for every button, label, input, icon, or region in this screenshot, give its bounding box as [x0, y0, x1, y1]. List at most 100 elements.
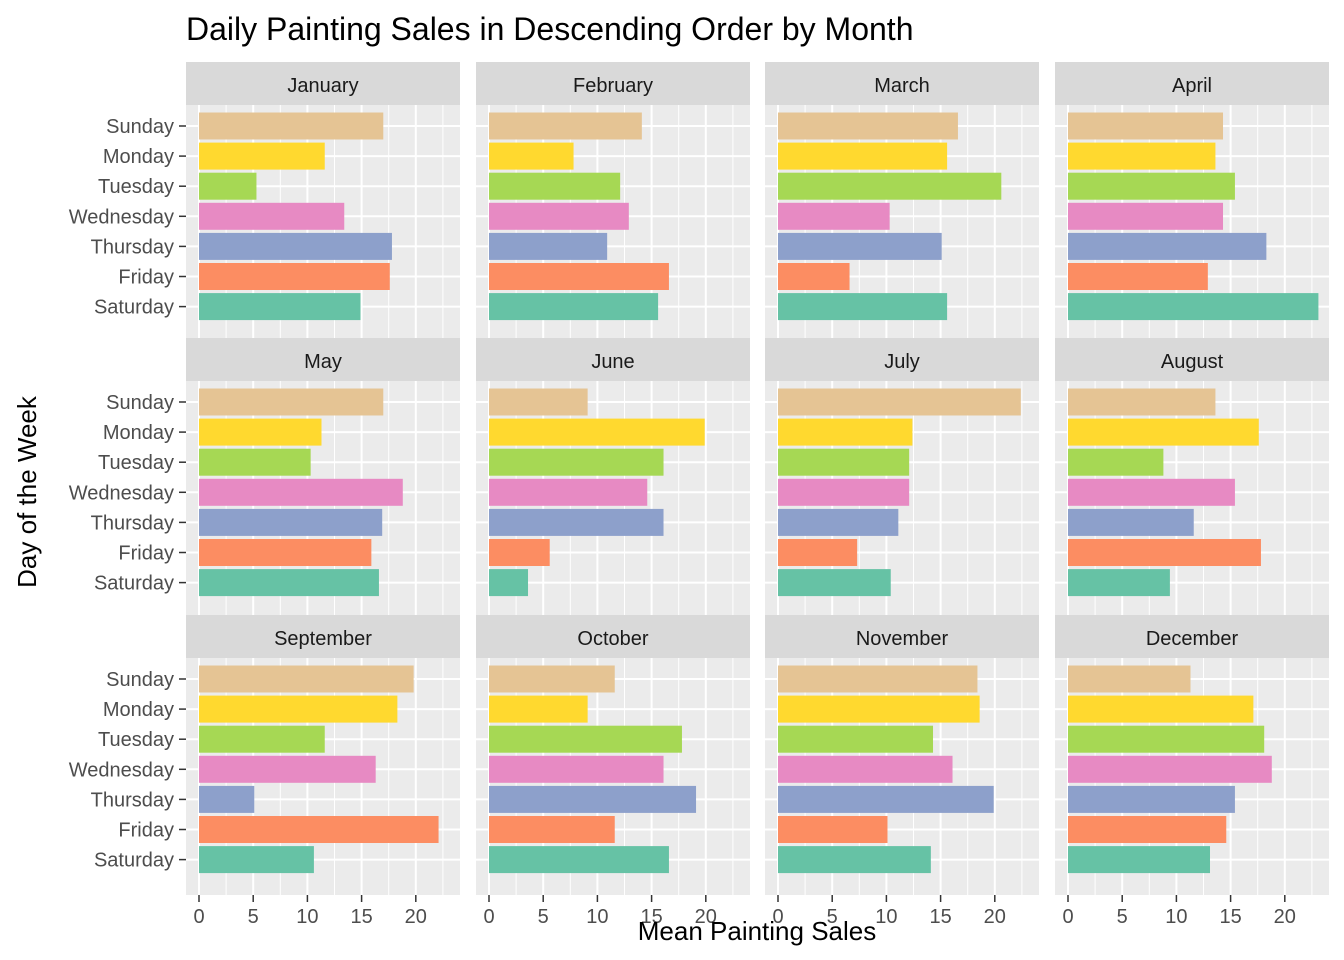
facet-strip-label: June — [591, 351, 634, 373]
facet-strip — [1055, 615, 1329, 658]
x-tick-label: 5 — [248, 906, 259, 928]
bar-saturday — [1068, 569, 1170, 597]
bar-wednesday — [778, 202, 890, 230]
bar-wednesday — [778, 478, 910, 506]
facet-strip-label: August — [1161, 351, 1224, 373]
bar-tuesday — [1068, 172, 1235, 200]
x-tick-label: 5 — [1117, 906, 1128, 928]
bar-tuesday — [778, 725, 934, 753]
facet-strip — [1055, 338, 1329, 381]
facet-strip-label: May — [304, 351, 342, 373]
x-axis-title: Mean Painting Sales — [638, 916, 876, 946]
bar-monday — [199, 142, 325, 170]
x-tick-label: 15 — [1219, 906, 1241, 928]
bar-friday — [1068, 816, 1227, 843]
bar-wednesday — [778, 755, 953, 783]
y-tick-label: Monday — [103, 699, 174, 721]
bar-friday — [1068, 263, 1208, 290]
bar-tuesday — [489, 172, 621, 200]
bar-saturday — [778, 569, 891, 597]
facet-strip-label: December — [1146, 628, 1239, 650]
facet-strip — [186, 338, 460, 381]
facet-strip — [476, 62, 750, 105]
y-tick-label: Monday — [103, 422, 174, 444]
y-tick-label: Tuesday — [98, 452, 174, 474]
y-tick-label: Thursday — [91, 789, 174, 811]
facet-strip-label: November — [856, 628, 949, 650]
bar-thursday — [489, 232, 608, 260]
bar-saturday — [199, 569, 379, 597]
bar-monday — [778, 418, 913, 446]
bar-sunday — [778, 112, 958, 140]
bar-thursday — [1068, 232, 1267, 260]
bar-sunday — [1068, 388, 1216, 416]
y-tick-label: Friday — [118, 820, 174, 842]
bar-friday — [778, 816, 888, 843]
bar-wednesday — [489, 755, 664, 783]
x-tick-label: 10 — [875, 906, 897, 928]
bar-tuesday — [1068, 448, 1164, 476]
bar-friday — [1068, 539, 1261, 566]
facet-strip — [765, 62, 1039, 105]
facet-strip-label: March — [874, 75, 930, 97]
bar-monday — [489, 418, 705, 446]
bar-sunday — [1068, 112, 1224, 140]
x-tick-label: 0 — [483, 906, 494, 928]
bar-sunday — [199, 665, 414, 693]
y-tick-label: Sunday — [106, 669, 174, 691]
y-axis-title: Day of the Week — [12, 395, 42, 588]
facet-strip-label: January — [287, 75, 358, 97]
y-tick-label: Wednesday — [69, 759, 174, 781]
bar-thursday — [199, 232, 392, 260]
bar-sunday — [199, 388, 384, 416]
facet-strip — [186, 615, 460, 658]
facet-strip — [186, 62, 460, 105]
bar-thursday — [1068, 785, 1235, 813]
bar-friday — [778, 263, 850, 290]
bar-monday — [778, 695, 980, 723]
bar-sunday — [1068, 665, 1191, 693]
facet-strip-label: July — [884, 351, 920, 373]
x-tick-label: 10 — [586, 906, 608, 928]
bar-saturday — [778, 846, 931, 874]
x-tick-label: 20 — [984, 906, 1006, 928]
bar-saturday — [199, 293, 361, 321]
bar-wednesday — [1068, 478, 1235, 506]
y-tick-label: Sunday — [106, 116, 174, 138]
bar-friday — [489, 263, 669, 290]
bar-thursday — [778, 508, 899, 536]
bar-sunday — [199, 112, 384, 140]
facet-strip — [765, 338, 1039, 381]
bar-monday — [199, 418, 322, 446]
bar-monday — [199, 695, 398, 723]
x-tick-label: 0 — [193, 906, 204, 928]
bar-saturday — [199, 846, 314, 874]
y-tick-label: Monday — [103, 146, 174, 168]
y-tick-label: Saturday — [94, 850, 174, 872]
bar-wednesday — [199, 755, 376, 783]
x-tick-label: 10 — [296, 906, 318, 928]
bar-tuesday — [778, 448, 910, 476]
facet-grid: January Sunday Monday Tuesday Wednesday Thurs… — [69, 62, 1329, 928]
x-tick-label: 20 — [695, 906, 717, 928]
bar-saturday — [1068, 846, 1211, 874]
bar-saturday — [1068, 293, 1319, 321]
y-tick-label: Tuesday — [98, 176, 174, 198]
bar-friday — [778, 539, 858, 566]
y-tick-label: Wednesday — [69, 206, 174, 228]
facet-strip-label: September — [274, 628, 372, 650]
bar-wednesday — [199, 478, 403, 506]
bar-wednesday — [1068, 202, 1224, 230]
bar-tuesday — [778, 172, 1002, 200]
y-tick-label: Thursday — [91, 236, 174, 258]
bar-wednesday — [489, 202, 629, 230]
bar-friday — [199, 263, 390, 290]
bar-thursday — [489, 785, 697, 813]
x-tick-label: 15 — [350, 906, 372, 928]
x-tick-label: 15 — [929, 906, 951, 928]
bar-thursday — [199, 785, 255, 813]
bar-tuesday — [489, 725, 682, 753]
y-tick-label: Wednesday — [69, 482, 174, 504]
facet-strip — [476, 615, 750, 658]
